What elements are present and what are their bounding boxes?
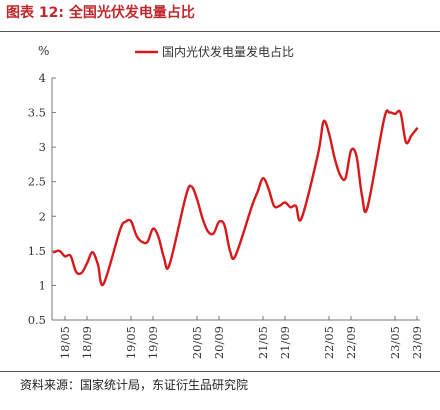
source-divider	[0, 371, 440, 372]
y-tick-label: 0.5	[28, 313, 46, 327]
data-point	[80, 272, 82, 274]
data-point	[58, 250, 60, 252]
data-point	[256, 191, 258, 193]
data-point	[388, 111, 390, 113]
data-point	[185, 194, 187, 196]
data-point	[69, 255, 71, 257]
y-ticks: 0.5 1 1.5 2 2.5 3 3.5 4	[28, 71, 56, 327]
line-chart: % 0.5 1 1.5 2 2.5 3 3.5 4 18/05 18/09 19/05 19/09 2…	[28, 44, 424, 359]
data-point	[344, 177, 346, 179]
data-point	[300, 217, 302, 219]
x-ticks: 18/05 18/09 19/05 19/09 20/05 20/09 21/05 21/09…	[58, 316, 424, 359]
data-point	[410, 134, 412, 136]
y-tick-label: 1	[39, 278, 46, 292]
y-tick-label: 1.5	[28, 244, 46, 258]
x-tick-label: 20/05	[190, 326, 204, 359]
data-point	[383, 118, 385, 120]
figure-title: 图表 12: 全国光伏发电量占比	[6, 5, 195, 21]
x-tick-label: 21/09	[278, 326, 292, 359]
x-tick-label: 21/05	[256, 326, 270, 359]
data-point	[75, 270, 77, 272]
data-point	[333, 156, 335, 158]
data-point	[102, 283, 104, 285]
y-axis-unit: %	[38, 44, 49, 58]
y-tick-label: 2	[39, 209, 46, 223]
data-point	[212, 232, 214, 234]
data-point	[289, 206, 291, 208]
data-point	[218, 221, 220, 223]
y-tick-label: 3	[39, 140, 46, 154]
data-point	[201, 217, 203, 219]
data-point	[86, 262, 88, 264]
legend-label: 国内光伏发电量发电占比	[162, 44, 294, 59]
data-point	[157, 236, 159, 238]
x-tick-label: 19/09	[146, 326, 160, 359]
data-point	[119, 229, 121, 231]
data-point	[190, 185, 192, 187]
data-point	[53, 251, 55, 253]
data-point	[361, 194, 363, 196]
data-point	[124, 221, 126, 223]
x-tick-label: 23/09	[410, 326, 424, 359]
x-tick-label: 22/09	[344, 326, 358, 359]
chart-axes: %	[38, 44, 420, 321]
x-tick-label: 18/09	[80, 326, 94, 359]
x-tick-label: 23/05	[388, 326, 402, 359]
data-point	[339, 174, 341, 176]
data-point	[97, 263, 99, 265]
data-point	[64, 255, 66, 257]
data-point	[394, 113, 396, 115]
data-point	[146, 241, 148, 243]
data-point	[399, 111, 401, 113]
data-point	[322, 120, 324, 122]
data-point	[278, 205, 280, 207]
data-point	[141, 241, 143, 243]
y-tick-label: 4	[39, 71, 46, 85]
series-group	[52, 109, 419, 287]
x-tick-label: 22/05	[322, 326, 336, 359]
data-point	[234, 255, 236, 257]
data-point	[163, 257, 165, 259]
series-line	[52, 109, 419, 287]
title-divider	[0, 31, 440, 32]
chart-legend: 国内光伏发电量发电占比	[135, 44, 294, 59]
data-point	[317, 153, 319, 155]
data-point	[251, 205, 253, 207]
data-point	[273, 205, 275, 207]
data-point	[168, 263, 170, 265]
data-point	[152, 228, 154, 230]
data-point	[223, 224, 225, 226]
data-point	[366, 206, 368, 208]
source-note: 资料来源：国家统计局，东证衍生品研究院	[20, 378, 249, 392]
data-point	[328, 132, 330, 134]
data-point	[130, 220, 132, 222]
data-point	[229, 250, 231, 252]
data-point	[262, 177, 264, 179]
data-point	[267, 187, 269, 189]
data-point	[207, 230, 209, 232]
x-tick-label: 20/09	[212, 326, 226, 359]
data-point	[405, 141, 407, 143]
data-point	[416, 127, 418, 129]
data-point	[196, 198, 198, 200]
x-tick-label: 18/05	[58, 326, 72, 359]
data-point	[135, 234, 137, 236]
data-point	[295, 205, 297, 207]
data-point	[355, 155, 357, 157]
x-tick-label: 19/05	[124, 326, 138, 359]
data-point	[350, 149, 352, 151]
y-tick-label: 3.5	[28, 106, 46, 120]
data-point	[284, 201, 286, 203]
y-tick-label: 2.5	[28, 175, 46, 189]
data-point	[91, 251, 93, 253]
